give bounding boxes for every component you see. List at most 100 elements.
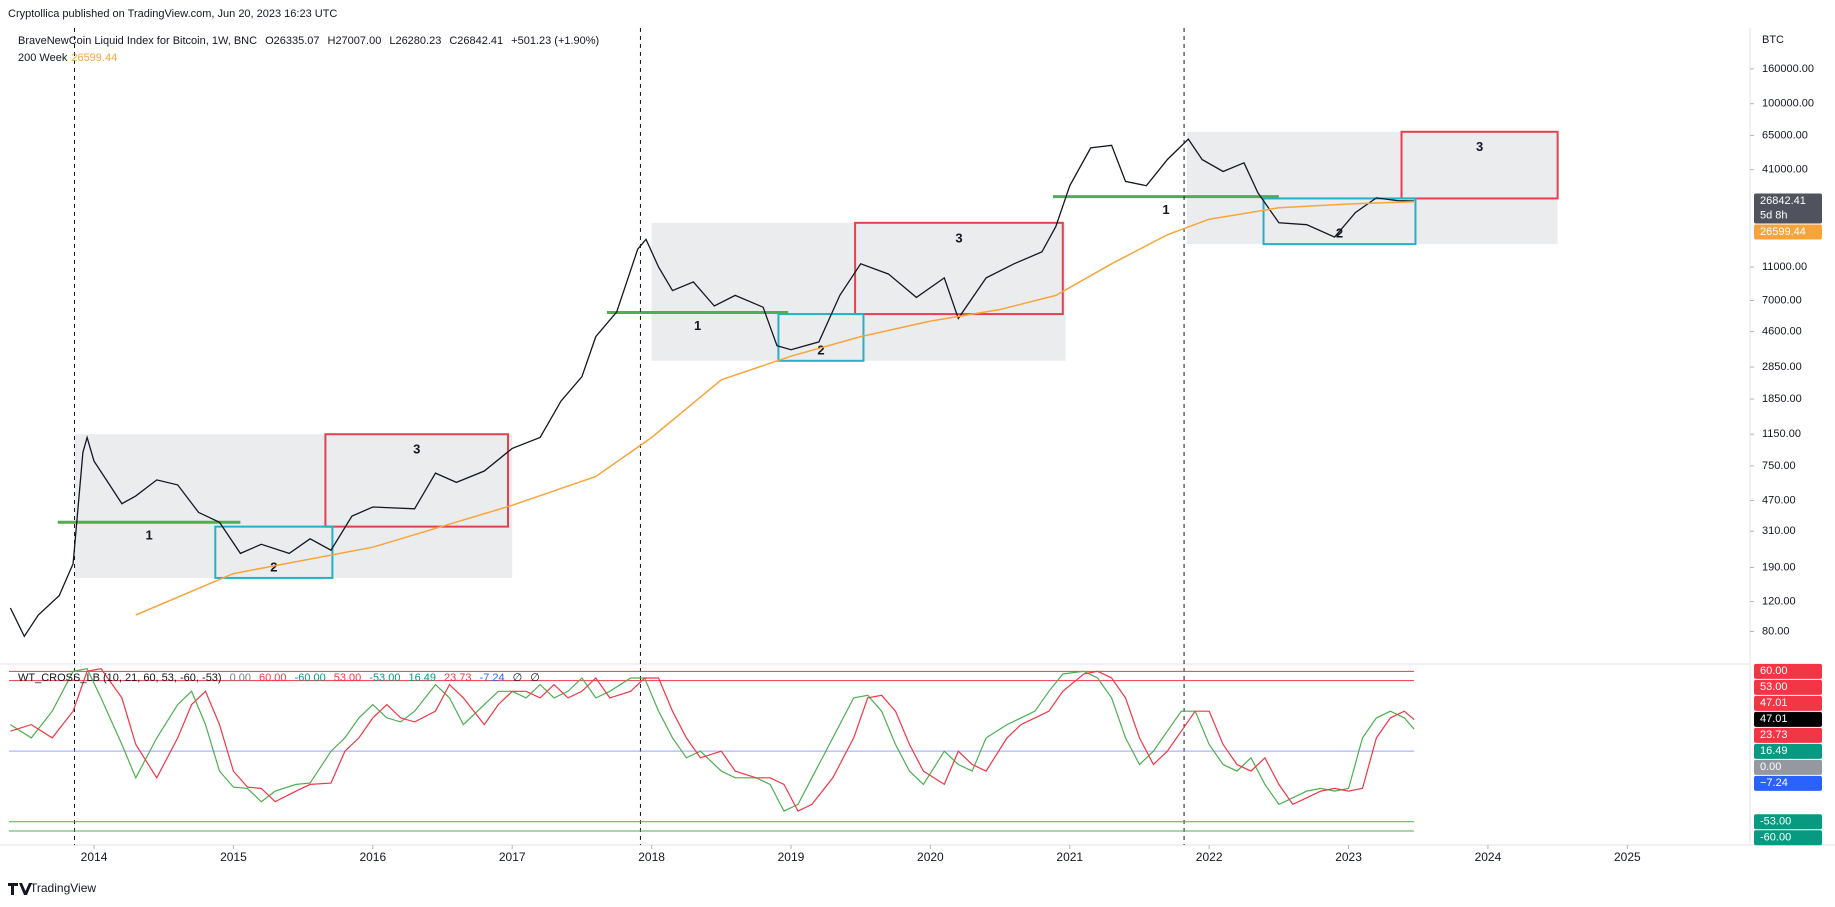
legend-value: -60.00	[295, 672, 326, 684]
price-label: 26842.41	[1760, 195, 1806, 207]
chart-title: BraveNewCoin Liquid Index for Bitcoin, 1…	[18, 35, 257, 47]
price-label: -53.00	[1760, 816, 1791, 828]
ohlc-value: O26335.07	[265, 35, 319, 47]
zone-label: 1	[694, 318, 701, 333]
range-box	[74, 434, 513, 578]
y-tick-label: 1150.00	[1762, 428, 1801, 440]
legend-name: 200 Week	[18, 52, 68, 64]
legend-value: -7.24	[480, 672, 505, 684]
price-label-sub: 5d 8h	[1760, 209, 1788, 221]
x-tick-label: 2024	[1475, 850, 1502, 864]
price-label: 47.01	[1760, 697, 1788, 709]
currency-label: BTC	[1762, 34, 1784, 46]
y-tick-label: 80.00	[1762, 625, 1790, 637]
y-tick-label: 100000.00	[1762, 98, 1814, 110]
y-tick-label: 190.00	[1762, 561, 1796, 573]
y-tick-label: 2850.00	[1762, 361, 1802, 373]
legend-value: 23.73	[444, 672, 472, 684]
x-tick-label: 2018	[638, 850, 665, 864]
legend-value: -53.00	[369, 672, 400, 684]
legend-value: 60.00	[259, 672, 287, 684]
zone-label: 3	[955, 230, 962, 245]
price-label: -60.00	[1760, 832, 1791, 844]
price-label-bg	[1754, 663, 1822, 679]
publisher: Cryptollica published on TradingView.com…	[8, 8, 337, 20]
x-tick-label: 2025	[1614, 850, 1641, 864]
x-tick-label: 2019	[778, 850, 805, 864]
ohlc-value: L26280.23	[389, 35, 441, 47]
footer-brand: TradingView	[30, 881, 96, 895]
legend-value: 0.00	[230, 672, 251, 684]
zone-label: 2	[1336, 226, 1343, 241]
price-label-bg	[1754, 759, 1822, 775]
y-tick-label: 41000.00	[1762, 164, 1808, 176]
legend-value: 53.00	[334, 672, 362, 684]
zone-label: 3	[413, 442, 420, 457]
price-label: 16.49	[1760, 745, 1788, 757]
dip-box	[777, 313, 865, 362]
x-tick-label: 2017	[499, 850, 526, 864]
x-tick-label: 2020	[917, 850, 944, 864]
x-tick-label: 2021	[1056, 850, 1083, 864]
legend-value: 26599.44	[71, 52, 117, 64]
ohlc-value: +501.23 (+1.90%)	[511, 35, 599, 47]
x-tick-label: 2014	[81, 850, 108, 864]
price-label-bg	[1754, 743, 1822, 759]
legend-value: 16.49	[408, 672, 436, 684]
price-line	[9, 138, 1415, 638]
oscillator-title: WT_CROSS_LB (10, 21, 60, 53, -60, -53)	[18, 672, 222, 684]
ma-line	[135, 200, 1415, 616]
target-box	[324, 433, 510, 528]
range-box	[651, 222, 1066, 361]
price-label-bg	[1754, 224, 1822, 240]
price-label-bg	[1754, 814, 1822, 830]
zone-label: 1	[1162, 202, 1169, 217]
price-label: 60.00	[1760, 665, 1788, 677]
price-label: −7.24	[1760, 777, 1788, 789]
range-box	[1186, 131, 1558, 245]
footer-logo	[8, 883, 32, 895]
x-tick-label: 2022	[1196, 850, 1223, 864]
y-tick-label: 65000.00	[1762, 129, 1808, 141]
y-tick-label: 750.00	[1762, 460, 1796, 472]
zone-label: 2	[817, 342, 824, 357]
price-label: 26599.44	[1760, 226, 1806, 238]
price-label: 53.00	[1760, 681, 1788, 693]
target-box	[854, 221, 1064, 316]
price-label-bg	[1754, 830, 1822, 846]
zone-label: 3	[1476, 139, 1483, 154]
legend-value: ∅	[530, 672, 540, 684]
price-label-bg	[1754, 679, 1822, 695]
price-label-bg	[1754, 775, 1822, 791]
y-tick-label: 160000.00	[1762, 63, 1814, 75]
y-tick-label: 470.00	[1762, 494, 1796, 506]
y-tick-label: 4600.00	[1762, 326, 1802, 338]
oscillator-line	[10, 668, 1415, 812]
price-label: 23.73	[1760, 729, 1788, 741]
price-label: 0.00	[1760, 761, 1781, 773]
dip-box	[1262, 197, 1417, 246]
price-label-bg	[1754, 695, 1822, 711]
y-tick-label: 120.00	[1762, 595, 1796, 607]
zone-label: 2	[270, 559, 277, 574]
y-tick-label: 7000.00	[1762, 294, 1802, 306]
zone-label: 1	[145, 528, 152, 543]
dip-box	[214, 525, 334, 579]
price-label-bg	[1754, 727, 1822, 743]
x-tick-label: 2016	[359, 850, 386, 864]
x-tick-label: 2015	[220, 850, 247, 864]
y-tick-label: 11000.00	[1762, 261, 1807, 273]
target-box	[1400, 130, 1559, 200]
y-tick-label: 1850.00	[1762, 393, 1802, 405]
price-label-bg	[1754, 193, 1822, 224]
legend-value: ∅	[513, 672, 523, 684]
y-tick-label: 310.00	[1762, 525, 1796, 537]
oscillator-line	[10, 668, 1415, 812]
price-label: 47.01	[1760, 713, 1788, 725]
price-label-bg	[1754, 711, 1822, 727]
ohlc-value: C26842.41	[449, 35, 503, 47]
ohlc-value: H27007.00	[328, 35, 382, 47]
x-tick-label: 2023	[1335, 850, 1362, 864]
